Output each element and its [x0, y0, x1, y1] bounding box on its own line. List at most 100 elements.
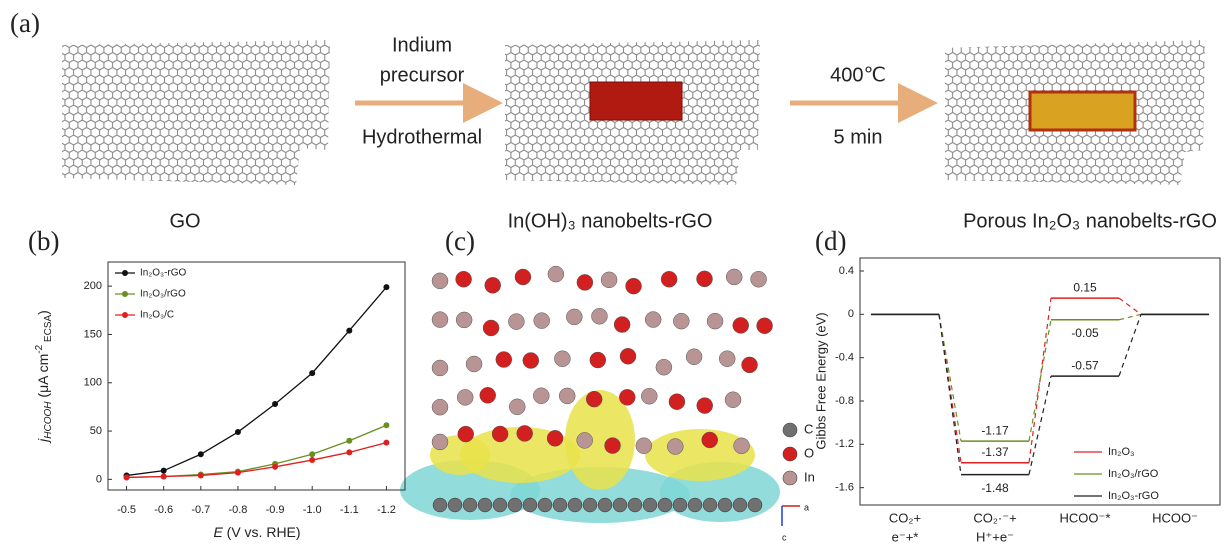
y-tick-label: 0 — [96, 473, 102, 485]
atom — [641, 388, 657, 404]
step-label: 400℃ — [830, 64, 886, 86]
x-tick-label: -0.7 — [191, 504, 210, 516]
atom — [478, 498, 492, 512]
atom — [620, 348, 636, 364]
atom — [485, 277, 501, 293]
data-point — [161, 473, 167, 479]
atom — [643, 498, 657, 512]
connector — [1029, 376, 1051, 475]
atom — [658, 498, 672, 512]
x-tick-label: -0.6 — [154, 504, 173, 516]
y-axis-label-part: HCOOH — [43, 401, 54, 439]
legend-marker — [122, 312, 128, 318]
atom — [547, 430, 563, 446]
legend-label: In₂O₃ — [1108, 446, 1134, 458]
atom — [463, 498, 477, 512]
data-point — [383, 422, 389, 428]
caption: Porous In₂O₃ nanobelts-rGO — [963, 210, 1217, 232]
x-tick-label: HCOO⁻ — [1152, 510, 1198, 525]
atom — [656, 359, 672, 375]
atom — [480, 387, 496, 403]
panel-label: (c) — [445, 226, 475, 256]
axis-indicator-label: a — [804, 502, 809, 512]
data-point — [309, 457, 315, 463]
atom — [636, 438, 652, 454]
atom — [697, 271, 713, 287]
x-tick-label: e⁻+* — [892, 529, 919, 544]
value-label: 0.15 — [1073, 280, 1097, 294]
atom — [614, 317, 630, 333]
atom — [703, 498, 717, 512]
charge-density — [645, 429, 755, 481]
atom — [725, 392, 741, 408]
legend-marker — [783, 471, 797, 485]
atom — [742, 357, 758, 373]
data-point — [124, 474, 130, 480]
atom — [718, 498, 732, 512]
graphene-sheet — [62, 40, 330, 185]
atom — [757, 318, 773, 334]
data-point — [272, 464, 278, 470]
atom — [432, 399, 448, 415]
atom — [458, 426, 474, 442]
atom — [533, 388, 549, 404]
atom — [702, 432, 718, 448]
atom — [523, 353, 539, 369]
step-label: 5 min — [834, 126, 883, 148]
atom — [577, 274, 593, 290]
atom — [483, 320, 499, 336]
connector — [1119, 298, 1141, 314]
y-axis-label-part: ) — [35, 310, 51, 315]
x-tick-label: -0.5 — [117, 504, 136, 516]
atom — [456, 312, 472, 328]
atom — [734, 438, 750, 454]
x-tick-label: -1.1 — [340, 504, 359, 516]
y-tick-label: 200 — [84, 280, 102, 292]
atom — [697, 398, 713, 414]
atom — [605, 438, 621, 454]
atom — [515, 269, 531, 285]
caption: GO — [169, 210, 200, 232]
step-label: Hydrothermal — [362, 126, 482, 148]
atom — [667, 439, 683, 455]
atom — [733, 317, 749, 333]
value-label: -1.17 — [981, 423, 1009, 437]
atom — [591, 308, 607, 324]
atom — [548, 266, 564, 282]
atom — [598, 498, 612, 512]
x-axis-label-part: (V vs. RHE) — [223, 524, 301, 540]
y-tick-label: 50 — [90, 425, 102, 437]
atom — [466, 356, 482, 372]
legend-marker — [783, 423, 797, 437]
atom — [613, 498, 627, 512]
data-point — [198, 451, 204, 457]
atom — [748, 498, 762, 512]
atom — [726, 269, 742, 285]
atom — [669, 394, 685, 410]
value-label: -1.48 — [981, 481, 1009, 495]
atom — [566, 309, 582, 325]
y-tick-label: -1.2 — [835, 438, 854, 450]
atom — [601, 272, 617, 288]
y-tick-label: 150 — [84, 328, 102, 340]
atom — [686, 349, 702, 365]
figure: (a) Indium precursor Hydrothermal 400℃ 5… — [0, 0, 1224, 544]
legend-label: C — [804, 421, 813, 436]
atom — [577, 432, 593, 448]
atom — [733, 498, 747, 512]
data-point — [235, 470, 241, 476]
connector — [939, 314, 961, 474]
x-tick-label: CO₂+ — [889, 510, 921, 525]
atom — [626, 278, 642, 294]
porous-nanobelt — [1030, 92, 1135, 130]
legend-label: In₂O₃/rGO — [1108, 468, 1159, 480]
x-tick-label: -0.9 — [266, 504, 285, 516]
connector — [1119, 314, 1141, 319]
axis-indicator-label: c — [782, 532, 787, 542]
y-tick-label: 100 — [84, 377, 102, 389]
atom — [628, 498, 642, 512]
atom — [509, 399, 525, 415]
data-point — [309, 370, 315, 376]
atom — [456, 271, 472, 287]
atom — [751, 271, 767, 287]
